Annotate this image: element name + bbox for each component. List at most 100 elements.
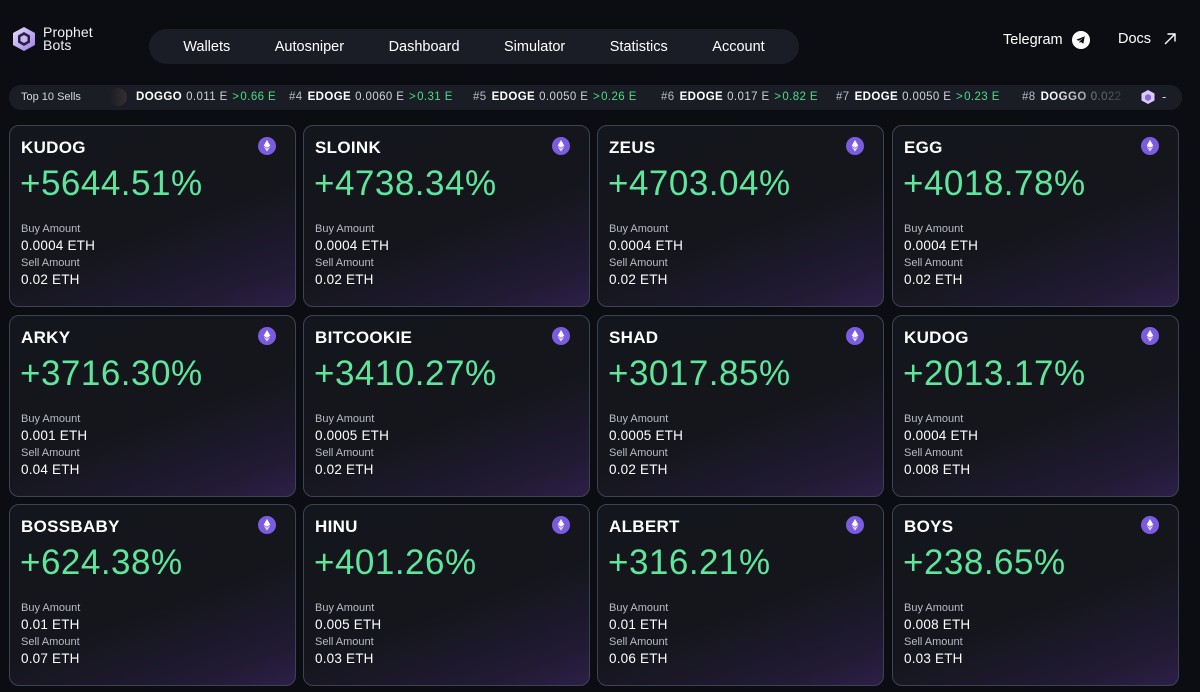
profit-percent: +2013.17% [903,354,1086,393]
buy-amount-value: 0.0004 ETH [609,238,684,253]
ticker-buy: 0.011 E [186,91,228,103]
buy-amount-value: 0.01 ETH [609,617,668,632]
ticker-item[interactable]: #6 EDOGE 0.017 E >0.82 E [661,91,818,103]
buy-amount-value: 0.0004 ETH [904,428,979,443]
token-name: SHAD [609,328,659,347]
trade-card[interactable]: SHAD +3017.85% Buy Amount 0.0005 ETH Sel… [597,315,884,497]
sell-amount-label: Sell Amount [21,257,80,269]
buy-amount-value: 0.0004 ETH [315,238,390,253]
buy-amount-value: 0.0004 ETH [904,238,979,253]
token-name: BITCOOKIE [315,328,413,347]
ticker-track: DOGGO 0.011 E >0.66 E #4 EDOGE 0.0060 E >0.… [109,85,1139,110]
brand-name: Prophet Bots [43,24,93,53]
ethereum-icon [846,516,864,534]
top-sells-ticker: Top 10 Sells DOGGO 0.011 E >0.66 E #4 EDOG… [9,85,1182,110]
sell-amount-value: 0.02 ETH [609,462,668,477]
sell-amount-label: Sell Amount [904,257,963,269]
ticker-label: Top 10 Sells [21,91,81,103]
sell-amount-value: 0.02 ETH [904,272,963,287]
ethereum-icon [258,327,276,345]
profit-percent: +3716.30% [20,354,203,393]
buy-amount-value: 0.001 ETH [21,428,88,443]
profit-percent: +401.26% [314,543,477,582]
trade-card[interactable]: KUDOG +5644.51% Buy Amount 0.0004 ETH Se… [9,125,296,307]
ticker-token: DOGGO [1040,91,1087,103]
ticker-token: DOGGO [136,91,183,103]
trade-card[interactable]: ALBERT +316.21% Buy Amount 0.01 ETH Sell… [597,504,884,686]
ticker-item[interactable]: #4 EDOGE 0.0060 E >0.31 E [289,91,453,103]
trade-card[interactable]: BITCOOKIE +3410.27% Buy Amount 0.0005 ET… [303,315,590,497]
ethereum-icon [1141,137,1159,155]
buy-amount-value: 0.005 ETH [315,617,382,632]
trade-card[interactable]: ZEUS +4703.04% Buy Amount 0.0004 ETH Sel… [597,125,884,307]
ticker-item[interactable]: DOGGO 0.011 E >0.66 E [136,91,276,103]
sell-amount-label: Sell Amount [609,257,668,269]
sell-amount-value: 0.06 ETH [609,651,668,666]
ethereum-icon [1141,516,1159,534]
nav-item-statistics[interactable]: Statistics [609,38,668,55]
ethereum-icon [846,137,864,155]
buy-amount-label: Buy Amount [315,223,375,235]
buy-amount-label: Buy Amount [904,413,964,425]
ticker-rank: #6 [661,91,675,103]
ticker-rank: #7 [836,91,850,103]
sell-amount-value: 0.02 ETH [21,272,80,287]
ticker-buy: 0.017 E [727,91,770,103]
telegram-icon [1071,31,1090,49]
ticker-sell: 0.82 E [782,91,818,103]
nav-item-dashboard[interactable]: Dashboard [388,38,460,55]
trade-card[interactable]: BOYS +238.65% Buy Amount 0.008 ETH Sell … [892,504,1179,686]
sell-amount-value: 0.03 ETH [315,651,374,666]
ticker-sell: 0.31 E [417,91,453,103]
nav-item-simulator[interactable]: Simulator [504,38,566,55]
trade-card[interactable]: EGG +4018.78% Buy Amount 0.0004 ETH Sell… [892,125,1179,307]
nav-item-wallets[interactable]: Wallets [183,38,231,55]
ethereum-icon [552,516,570,534]
ticker-sell: 0.66 E [240,91,277,103]
ticker-item[interactable]: #5 EDOGE 0.0050 E >0.26 E [473,91,637,103]
profit-percent: +624.38% [20,543,183,582]
trade-card[interactable]: ARKY +3716.30% Buy Amount 0.001 ETH Sell… [9,315,296,497]
ticker-item[interactable]: #8 DOGGO 0.022 [1022,91,1121,103]
ticker-end: - [1140,89,1166,105]
buy-amount-label: Buy Amount [21,602,81,614]
profit-percent: +5644.51% [20,164,203,203]
token-name: BOSSBABY [21,517,120,536]
profit-percent: +4018.78% [903,164,1086,203]
buy-amount-label: Buy Amount [904,602,964,614]
brand-logo[interactable]: Prophet Bots [10,25,93,53]
sell-amount-value: 0.04 ETH [21,462,80,477]
prophet-logo-icon [13,27,35,51]
ticker-token: EDOGE [679,91,724,103]
buy-amount-label: Buy Amount [21,413,81,425]
profit-percent: +3017.85% [608,354,791,393]
ethereum-icon [846,327,864,345]
profit-percent: +316.21% [608,543,771,582]
ethereum-icon [258,516,276,534]
ticker-token: EDOGE [854,91,899,103]
trade-card[interactable]: BOSSBABY +624.38% Buy Amount 0.01 ETH Se… [9,504,296,686]
brand-line-1: Prophet [43,24,93,40]
ethereum-icon [552,327,570,345]
nav-item-autosniper[interactable]: Autosniper [274,38,345,55]
trade-card[interactable]: HINU +401.26% Buy Amount 0.005 ETH Sell … [303,504,590,686]
nav-item-account[interactable]: Account [712,38,765,55]
trade-card[interactable]: SLOINK +4738.34% Buy Amount 0.0004 ETH S… [303,125,590,307]
trade-card[interactable]: KUDOG +2013.17% Buy Amount 0.0004 ETH Se… [892,315,1179,497]
buy-amount-label: Buy Amount [904,223,964,235]
ticker-rank: #5 [473,91,487,103]
ticker-item[interactable]: #7 EDOGE 0.0050 E >0.23 E [836,91,1000,103]
profit-percent: +3410.27% [314,354,497,393]
prophet-logo-icon [1141,90,1155,104]
telegram-link[interactable]: Telegram [1003,31,1090,49]
token-name: KUDOG [21,138,86,157]
brand-line-2: Bots [43,37,72,53]
ethereum-icon [552,137,570,155]
ticker-buy: 0.022 [1090,91,1122,103]
docs-link[interactable]: Docs [1118,31,1177,47]
sell-amount-value: 0.02 ETH [609,272,668,287]
ticker-arrow: > [774,91,782,103]
token-name: SLOINK [315,138,382,157]
token-name: BOYS [904,517,954,536]
sell-amount-value: 0.07 ETH [21,651,80,666]
